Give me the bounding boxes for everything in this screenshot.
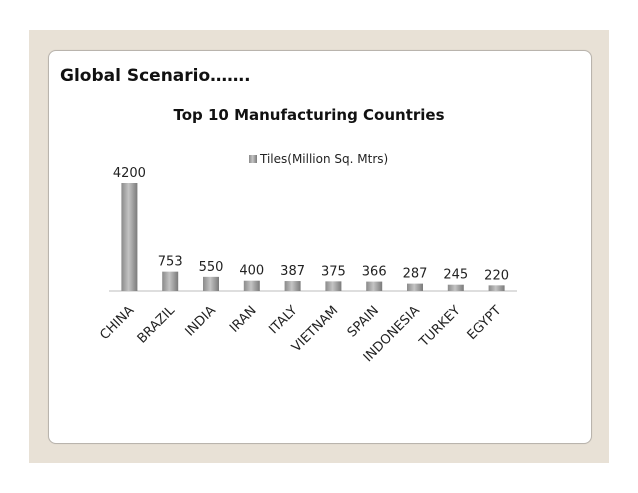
value-label-spain: 366 [362,265,387,280]
value-label-brazil: 753 [158,255,183,270]
x-tick-label-iran: IRAN [227,303,260,336]
bar-italy [284,281,301,291]
bars-group [121,183,505,291]
bar-china [121,183,138,291]
x-tick-label-china: CHINA [97,303,137,343]
bar-brazil [162,271,179,291]
value-label-indonesia: 287 [403,267,428,282]
bar-iran [243,280,260,291]
legend-label: Tiles(Million Sq. Mtrs) [259,152,388,166]
bar-turkey [447,284,464,291]
bar-egypt [488,285,505,291]
x-tick-label-brazil: BRAZIL [135,303,179,347]
x-tick-label-turkey: TURKEY [416,303,464,351]
bar-vietnam [325,281,342,291]
slide-heading: Global Scenario……. [60,66,251,86]
value-label-india: 550 [199,260,224,275]
slide-card [48,50,592,444]
bar-indonesia [407,283,423,291]
x-tick-label-egypt: EGYPT [465,303,505,343]
value-label-turkey: 245 [443,268,468,283]
value-label-egypt: 220 [484,268,509,283]
chart-title: Top 10 Manufacturing Countries [173,106,444,124]
x-tick-label-italy: ITALY [266,303,300,337]
legend-swatch [249,155,257,163]
x-tick-label-spain: SPAIN [345,303,382,340]
value-label-iran: 400 [239,264,264,279]
value-label-italy: 387 [280,264,305,279]
bar-india [203,276,219,291]
value-labels-group: 4200 753 550 400 387 375 366 287 245 220 [113,166,509,283]
legend: Tiles(Million Sq. Mtrs) [249,152,388,166]
value-label-china: 4200 [113,166,146,181]
value-label-vietnam: 375 [321,264,346,279]
x-tick-label-india: INDIA [183,303,219,339]
bar-spain [366,281,383,291]
